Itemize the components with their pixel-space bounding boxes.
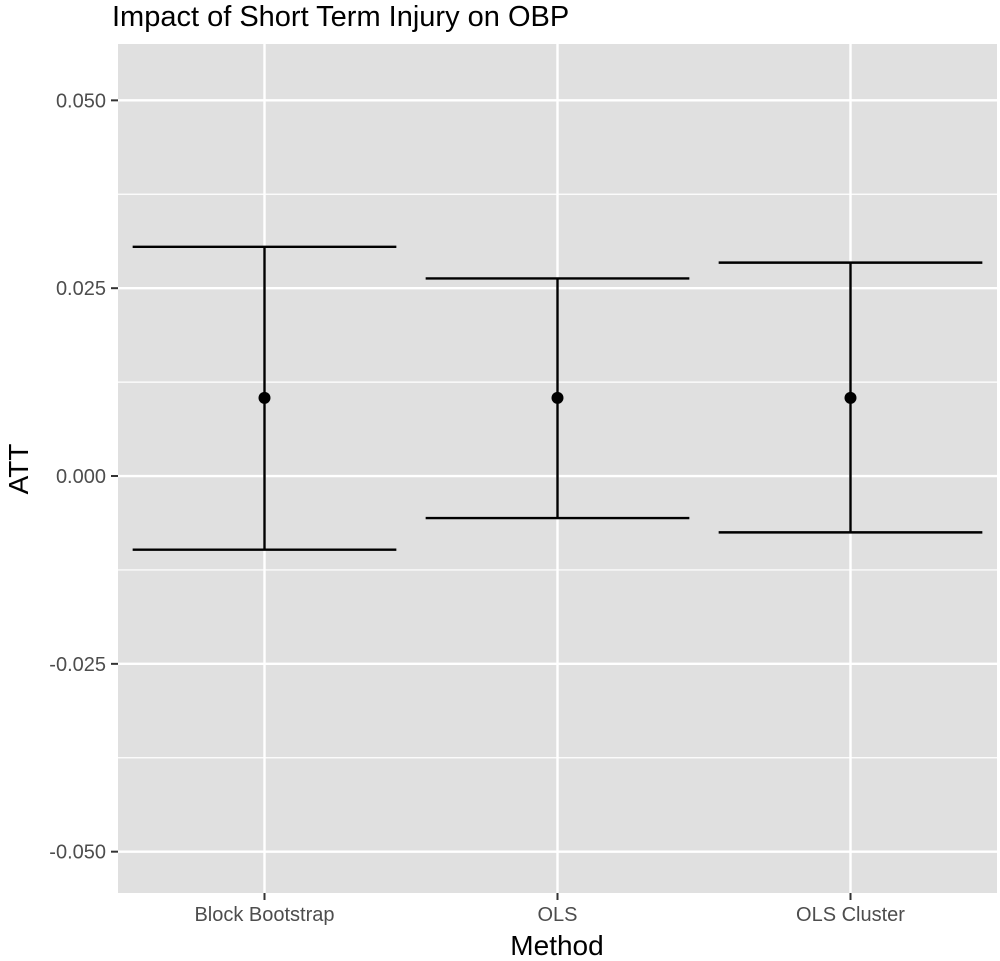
y-tick-label: -0.050 bbox=[49, 842, 106, 864]
y-tick-label: 0.025 bbox=[56, 278, 106, 300]
x-tick-label: OLS bbox=[537, 904, 577, 926]
y-axis-title: ATT bbox=[3, 444, 34, 495]
chart-title: Impact of Short Term Injury on OBP bbox=[112, 1, 569, 33]
x-tick-label: Block Bootstrap bbox=[194, 904, 334, 926]
estimate-point bbox=[551, 391, 564, 404]
x-tick-label: OLS Cluster bbox=[796, 904, 905, 926]
x-axis-title: Method bbox=[510, 930, 603, 961]
error-bars bbox=[132, 245, 983, 551]
estimate-point bbox=[844, 391, 857, 404]
estimate-point bbox=[258, 391, 271, 404]
x-axis: Block Bootstrap OLS OLS Cluster bbox=[194, 893, 905, 926]
y-tick-label: 0.050 bbox=[56, 90, 106, 112]
y-tick-label: -0.025 bbox=[49, 654, 106, 676]
y-axis: -0.050 -0.025 0.000 0.025 0.050 bbox=[49, 90, 118, 864]
y-tick-label: 0.000 bbox=[56, 466, 106, 488]
